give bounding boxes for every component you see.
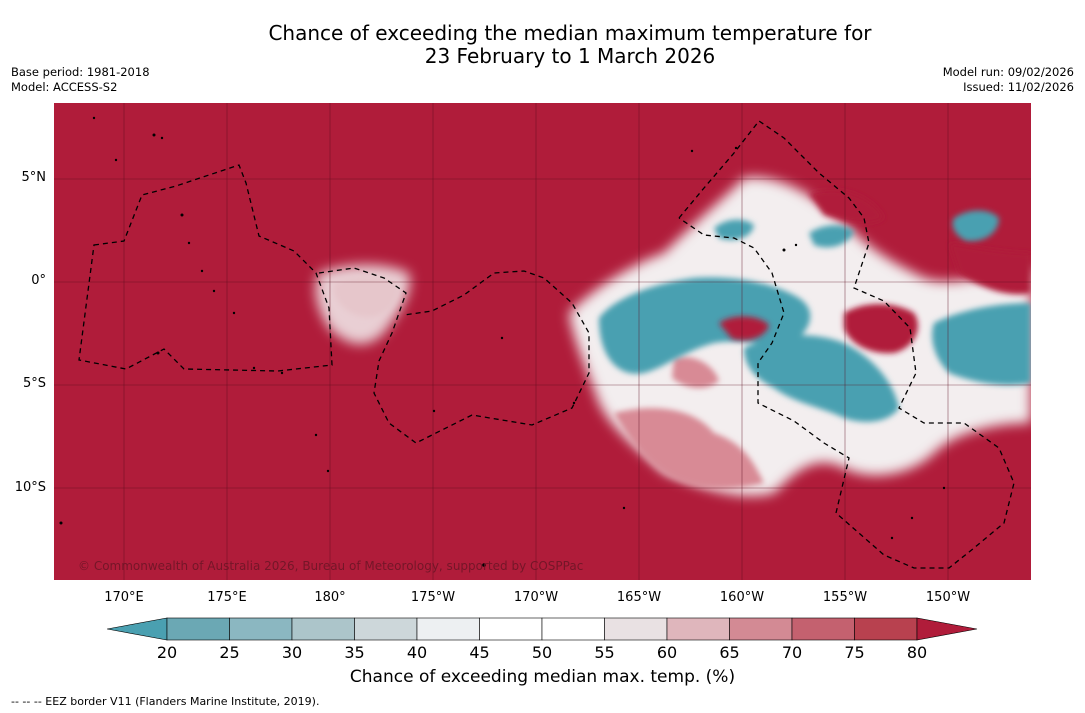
title-line-1: Chance of exceeding the median maximum t… bbox=[268, 21, 872, 45]
colorbar-cell bbox=[666, 617, 730, 641]
base-info: Base period: 1981-2018 Model: ACCESS-S2 bbox=[11, 65, 150, 95]
colorbar-cell bbox=[479, 617, 543, 641]
colorbar-tick-label: 25 bbox=[219, 643, 240, 662]
colorbar-tick-label: 20 bbox=[156, 643, 178, 662]
islands bbox=[59, 116, 946, 567]
colorbar-cell bbox=[166, 617, 230, 641]
graticule bbox=[54, 103, 1031, 580]
colorbar-tick-label: 50 bbox=[531, 643, 553, 662]
colorbar-tick-label: 55 bbox=[594, 643, 615, 662]
lat-label-5n: 5°N bbox=[21, 170, 47, 185]
colorbar-extend-low bbox=[107, 617, 168, 641]
base-period: Base period: 1981-2018 bbox=[11, 65, 150, 79]
lat-label-0: 0° bbox=[31, 273, 46, 288]
colorbar-cell bbox=[729, 617, 793, 641]
lon-label-170e: 170°E bbox=[104, 590, 144, 605]
colorbar-cell bbox=[854, 617, 918, 641]
lon-label-170w: 170°W bbox=[513, 590, 559, 605]
pink-zone bbox=[334, 277, 764, 489]
model-name: Model: ACCESS-S2 bbox=[11, 80, 118, 94]
colorbar-tick-label: 80 bbox=[906, 643, 928, 662]
colorbar-tick-label: 75 bbox=[844, 643, 865, 662]
colorbar bbox=[107, 617, 978, 641]
lon-label-175w: 175°W bbox=[410, 590, 456, 605]
colorbar-cell bbox=[416, 617, 480, 641]
colorbar-cell bbox=[604, 617, 668, 641]
colorbar-label: Chance of exceeding median max. temp. (%… bbox=[349, 667, 736, 687]
run-info: Model run: 09/02/2026 Issued: 11/02/2026 bbox=[943, 65, 1074, 95]
lon-label-160w: 160°W bbox=[719, 590, 765, 605]
lat-label-10s: 10°S bbox=[14, 480, 46, 495]
map-title: Chance of exceeding the median maximum t… bbox=[0, 22, 1085, 68]
colorbar-tick-label: 40 bbox=[406, 643, 428, 662]
teal-zone bbox=[599, 210, 1031, 422]
title-line-2: 23 February to 1 March 2026 bbox=[424, 44, 716, 68]
colorbar-cell bbox=[291, 617, 355, 641]
colorbar-tick-label: 65 bbox=[719, 643, 740, 662]
colorbar-tick-label: 45 bbox=[469, 643, 490, 662]
lat-label-5s: 5°S bbox=[22, 376, 46, 391]
colorbar-tick-label: 60 bbox=[656, 643, 678, 662]
copyright-notice: © Commonwealth of Australia 2026, Bureau… bbox=[78, 559, 584, 573]
colorbar-cell bbox=[354, 617, 418, 641]
lon-label-150w: 150°W bbox=[925, 590, 971, 605]
colorbar-cell bbox=[541, 617, 605, 641]
colorbar-extend-high bbox=[916, 617, 978, 641]
map-panel bbox=[54, 103, 1031, 580]
colorbar-cell bbox=[229, 617, 293, 641]
colorbar-tick-label: 35 bbox=[344, 643, 365, 662]
lon-label-165w: 165°W bbox=[616, 590, 662, 605]
eez-borders bbox=[78, 120, 1015, 569]
lon-label-175e: 175°E bbox=[207, 590, 247, 605]
colorbar-cell bbox=[791, 617, 855, 641]
lon-label-180: 180° bbox=[314, 590, 346, 605]
lon-label-155w: 155°W bbox=[822, 590, 868, 605]
eez-legend-note: -- -- -- EEZ border V11 (Flanders Marine… bbox=[11, 695, 320, 708]
model-run: Model run: 09/02/2026 bbox=[942, 65, 1074, 79]
issued-date: Issued: 11/02/2026 bbox=[963, 80, 1074, 94]
colorbar-tick-label: 70 bbox=[781, 643, 803, 662]
colorbar-tick-label: 30 bbox=[281, 643, 303, 662]
